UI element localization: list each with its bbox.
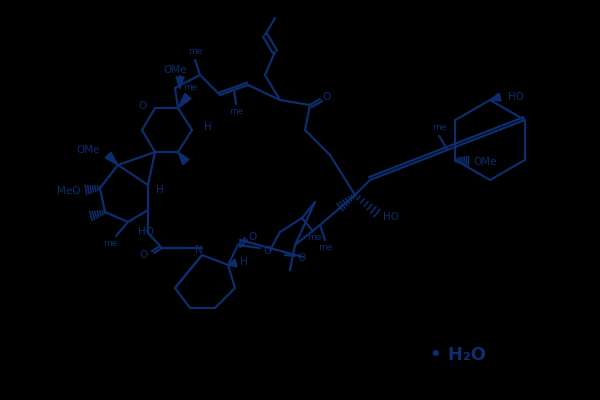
Polygon shape [176,77,184,88]
Text: H: H [204,122,212,132]
Text: OMe: OMe [77,145,100,155]
Text: HO: HO [383,212,399,222]
Text: HO: HO [138,227,154,237]
Text: HO: HO [508,92,524,102]
Text: OMe: OMe [163,65,187,75]
Text: me: me [432,124,446,132]
Polygon shape [490,93,501,101]
Text: H: H [156,185,164,195]
Text: OMe: OMe [473,157,497,167]
Polygon shape [178,94,191,108]
Text: O: O [297,253,305,263]
Polygon shape [178,152,189,164]
Text: N: N [195,245,203,255]
Text: MeO: MeO [56,186,80,196]
Polygon shape [105,152,118,165]
Text: O: O [140,250,148,260]
Text: O: O [322,92,330,102]
Text: O: O [248,232,256,242]
Text: me: me [307,234,321,242]
Text: me: me [318,244,332,252]
Text: • H₂O: • H₂O [430,346,486,364]
Text: O: O [139,101,147,111]
Text: me: me [188,48,202,56]
Text: me: me [103,240,117,248]
Text: me: me [183,84,197,92]
Text: O: O [263,246,271,256]
Text: me: me [229,108,243,116]
Polygon shape [228,259,237,267]
Text: H: H [240,257,248,267]
